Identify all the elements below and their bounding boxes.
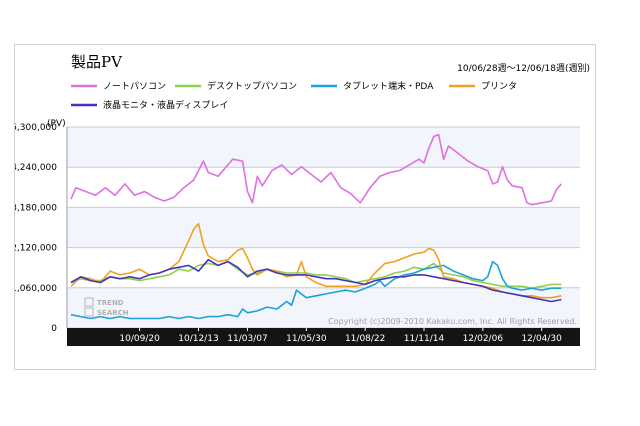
legend-label: タブレット端末・PDA — [343, 80, 434, 92]
x-axis-band — [67, 328, 580, 346]
legend: ノートパソコン デスクトップパソコン タブレット端末・PDA プリンタ液晶モニタ・液晶… — [71, 80, 517, 111]
y-tick-label: 0 — [51, 324, 57, 334]
legend-label: プリンタ — [481, 81, 517, 92]
period-label: 10/06/28週〜12/06/18週(週別) — [457, 63, 590, 74]
x-tick-label: 11/11/14 — [404, 334, 445, 344]
plot-band — [67, 247, 580, 288]
line-chart: 製品PV 10/06/28週〜12/06/18週(週別) (PV) ノートパソコ… — [15, 53, 590, 346]
x-tick-label: 11/05/30 — [286, 334, 327, 344]
chart-title: 製品PV — [71, 53, 123, 71]
y-unit-label: (PV) — [47, 119, 66, 129]
x-tick-label: 10/09/20 — [119, 334, 160, 344]
y-tick-label: 2,120,000 — [15, 244, 57, 254]
x-tick-label: 11/03/07 — [227, 334, 267, 344]
series-line — [70, 260, 562, 289]
x-tick-label: 10/12/13 — [178, 334, 218, 344]
plot-band — [67, 207, 580, 248]
y-tick-label: 5,300,000 — [15, 123, 57, 133]
legend-label: 液晶モニタ・液晶ディスプレイ — [103, 99, 228, 111]
chart-frame: 製品PV 10/06/28週〜12/06/18週(週別) (PV) ノートパソコ… — [14, 44, 596, 370]
trend-search-watermark: TREND SEARCH — [84, 297, 129, 317]
x-tick-label: 12/04/30 — [521, 334, 562, 344]
series-line — [70, 260, 562, 320]
plot-area: 5,300,000 4,240,000 3,180,000 2,120,000 1,06… — [15, 123, 580, 346]
watermark-icon — [84, 297, 94, 307]
x-tick-label: 11/08/22 — [345, 334, 385, 344]
watermark-text: SEARCH — [97, 309, 129, 317]
y-tick-label: 4,240,000 — [15, 163, 57, 173]
legend-label: デスクトップパソコン — [207, 80, 297, 92]
series-line — [70, 258, 562, 303]
x-tick-label: 12/02/06 — [463, 334, 504, 344]
watermark-icon — [84, 307, 94, 317]
plot-band — [67, 127, 580, 168]
watermark-text: TREND — [97, 299, 124, 307]
plot-band — [67, 167, 580, 208]
y-tick-label: 3,180,000 — [15, 203, 57, 213]
copyright-text: Copyright (c)2009-2010 Kakaku.com, Inc. … — [328, 317, 577, 326]
series-line — [70, 133, 562, 206]
y-tick-label: 1,060,000 — [15, 284, 57, 294]
legend-label: ノートパソコン — [103, 81, 166, 92]
